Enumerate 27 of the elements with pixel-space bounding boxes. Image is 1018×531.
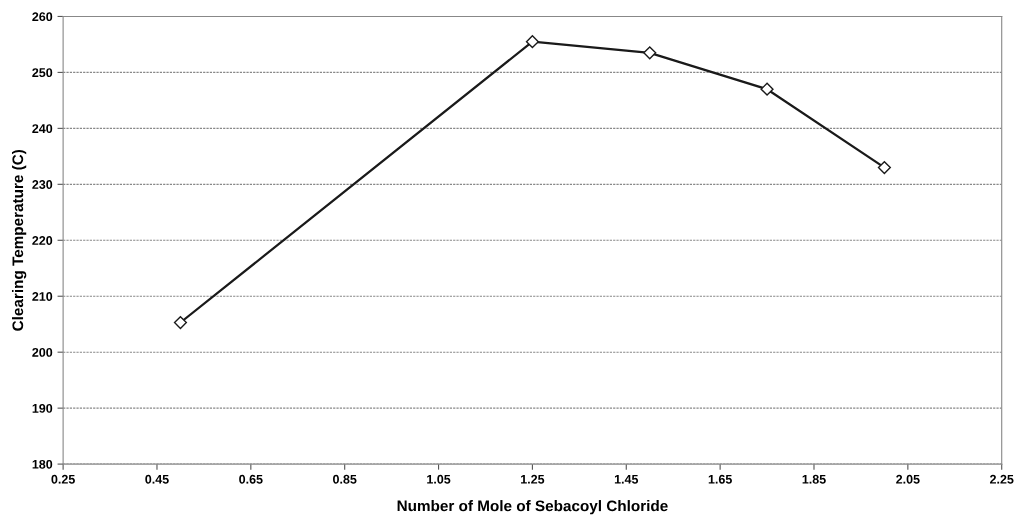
x-tick-label: 1.85 [802, 474, 826, 484]
x-tick-label: 0.65 [239, 474, 263, 484]
x-tick-label: 2.25 [989, 474, 1014, 484]
x-tick-label: 1.45 [614, 474, 639, 484]
y-tick-label: 240 [32, 124, 53, 134]
x-tick-label: 0.85 [333, 474, 357, 484]
y-tick-label: 250 [32, 68, 53, 78]
x-tick-label: 1.25 [521, 474, 545, 484]
y-tick-label: 210 [32, 292, 53, 301]
y-axis-title: Clearing Temperature (C) [11, 149, 27, 331]
y-tick-label: 220 [32, 236, 53, 245]
y-tick-label: 180 [32, 459, 53, 469]
point [760, 82, 774, 96]
point [525, 35, 540, 49]
point [643, 46, 657, 60]
x-axis-title: Number of Mole of Sebacoyl Chloride [397, 500, 668, 515]
x-tick-label: 1.65 [708, 474, 732, 484]
y-tick-label: 200 [32, 347, 53, 357]
point [173, 315, 188, 330]
point [877, 160, 891, 175]
x-tick-label: 2.05 [896, 474, 920, 484]
x-tick-label: 1.05 [427, 474, 451, 484]
y-tick-label: 230 [32, 180, 53, 189]
x-tick-label: 0.45 [145, 474, 169, 484]
y-tick-label: 260 [32, 12, 53, 22]
y-tick-label: 190 [32, 403, 53, 413]
x-tick-label: 0.25 [51, 474, 75, 484]
